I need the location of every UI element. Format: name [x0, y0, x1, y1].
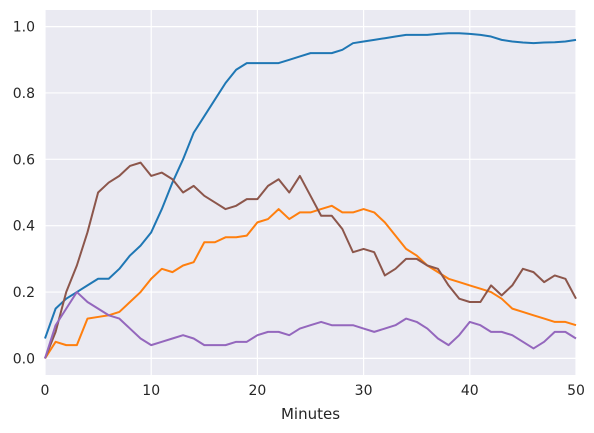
- x-axis-ticks: 0 10 20 30 40 50: [41, 383, 585, 399]
- y-tick-label-4: 0.8: [13, 86, 35, 102]
- y-tick-label-1: 0.2: [13, 285, 35, 301]
- y-tick-label-3: 0.6: [13, 152, 35, 168]
- x-tick-label-2: 20: [248, 383, 266, 399]
- x-tick-label-1: 10: [142, 383, 160, 399]
- x-axis-label: Minutes: [281, 405, 340, 423]
- series-line-2: [44, 161, 577, 359]
- x-tick-label-3: 30: [355, 383, 373, 399]
- x-tick-label-5: 50: [567, 383, 585, 399]
- grid: [44, 10, 577, 375]
- x-tick-label-0: 0: [41, 383, 50, 399]
- y-tick-label-2: 0.4: [13, 219, 35, 235]
- series-line-0: [44, 32, 577, 339]
- y-tick-label-0: 0.0: [13, 351, 35, 367]
- x-tick-label-4: 40: [461, 383, 479, 399]
- series-group: [44, 32, 577, 359]
- series-line-3: [44, 291, 577, 359]
- y-axis-ticks: 0.0 0.2 0.4 0.6 0.8 1.0: [13, 20, 35, 368]
- y-tick-label-5: 1.0: [13, 20, 35, 36]
- plot-area: [45, 10, 576, 375]
